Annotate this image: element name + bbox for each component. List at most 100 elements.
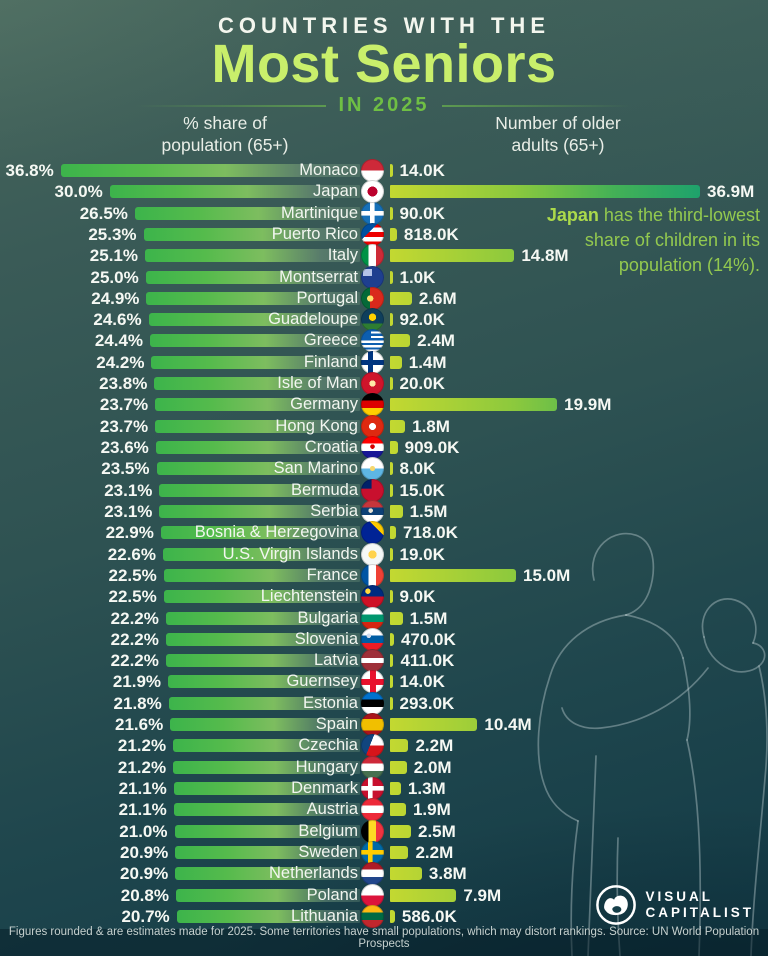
flag-sweden-icon [361,840,384,864]
annotation-line: share of children in its [584,230,760,250]
flag-czechia-icon [361,734,384,758]
table-row: 22.2% Latvia 411.0K [0,649,768,673]
table-row: 30.0% Japan 36.9M [0,180,768,204]
country-label: France [306,565,358,584]
share-bar [109,185,360,199]
seniors-bar [390,441,398,455]
share-bar [165,654,360,668]
share-value: 36.8% [5,161,54,180]
seniors-value: 470.0K [400,629,456,649]
share-value: 20.9% [120,842,169,862]
table-row: 24.9% Portugal 2.6M [0,286,768,310]
country-label: Belgium [298,821,358,840]
seniors-value: 14.0K [399,161,445,180]
table-row: 21.2% Hungary 2.0M [0,755,768,779]
flag-italy-icon [361,244,384,268]
flag-spain-icon [361,713,384,737]
seniors-bar [390,462,393,476]
share-value: 23.7% [99,416,149,436]
share-bar [165,632,360,646]
annotation-line: population (14%). [618,255,760,275]
country-label: Serbia [310,501,358,520]
flag-liechtenstein-icon [361,585,384,609]
seniors-bar [390,206,393,220]
country-label: Isle of Man [277,374,358,393]
country-label: Slovenia [294,629,358,648]
seniors-value: 818.0K [403,224,459,244]
country-label: Bermuda [291,480,358,499]
seniors-value: 1.0K [399,267,436,287]
seniors-value: 1.4M [408,352,447,372]
share-value: 21.1% [118,800,167,820]
table-row: 23.6% Croatia 909.0K [0,436,768,460]
country-label: Liechtenstein [260,587,358,606]
country-label: Spain [315,715,358,734]
table-row: 23.5% San Marino 8.0K [0,457,768,481]
share-bar [170,718,360,732]
seniors-bar [390,845,409,859]
table-row: 24.4% Greece 2.4M [0,329,768,353]
table-row: 22.6% U.S. Virgin Islands 19.0K [0,542,768,566]
flag-japan-icon [361,180,384,204]
flag-austria-icon [361,798,384,822]
flag-poland-icon [361,883,384,907]
share-value: 24.9% [91,288,140,308]
share-value: 30.0% [54,182,103,202]
seniors-bar [390,547,393,561]
table-row: 25.0% Montserrat 1.0K [0,265,768,289]
table-row: 25.1% Italy 14.8M [0,244,768,268]
seniors-value: 411.0K [400,651,455,671]
subtitle-row: IN 2025 [0,94,768,117]
share-bar [175,867,360,881]
share-value: 21.6% [114,715,164,735]
seniors-value: 90.0K [399,203,445,223]
country-label: Martinique [280,203,358,222]
share-bar [165,611,360,625]
seniors-bar [390,419,406,433]
country-label: Czechia [298,736,358,755]
share-value: 21.2% [117,757,167,777]
country-label: Guadeloupe [268,310,358,329]
flag-hungary-icon [361,755,384,779]
share-value: 20.7% [121,906,170,926]
country-label: Netherlands [269,864,358,883]
seniors-bar [390,888,457,902]
seniors-bar [390,313,393,327]
share-value: 22.6% [107,544,156,564]
country-label: San Marino [273,459,358,478]
share-bar [173,760,360,774]
seniors-bar [390,398,558,412]
country-label: Croatia [304,438,358,457]
seniors-value: 1.3M [407,778,446,798]
country-label: Austria [306,800,358,819]
seniors-bar [390,781,401,795]
seniors-bar [390,760,407,774]
share-value: 25.0% [90,267,139,287]
visual-capitalist-logo: VISUAL CAPITALIST [595,884,755,926]
share-value: 22.5% [108,565,157,585]
table-row: 26.5% Martinique 90.0K [0,201,768,225]
seniors-value: 2.5M [418,821,456,841]
share-bar [155,419,360,433]
country-label: U.S. Virgin Islands [222,544,358,563]
share-value: 24.4% [94,331,144,351]
seniors-value: 19.9M [564,395,612,415]
share-value: 23.7% [99,395,149,415]
seniors-value: 14.0K [399,672,445,692]
flag-monaco-icon [361,159,384,182]
flag-estonia-icon [361,691,384,715]
seniors-value: 19.0K [399,544,445,564]
seniors-bar [390,718,478,732]
seniors-value: 293.0K [399,693,455,713]
seniors-value: 1.8M [412,416,450,436]
seniors-bar [390,164,393,177]
share-bar [168,696,360,710]
flag-puerto-rico-icon [361,222,384,246]
country-label: Bulgaria [297,608,358,627]
share-bar [175,845,360,859]
country-label: Hong Kong [275,416,358,435]
flag-netherlands-icon [361,862,384,886]
share-value: 24.2% [96,352,145,372]
seniors-bar [390,504,403,518]
country-label: Italy [327,246,358,265]
